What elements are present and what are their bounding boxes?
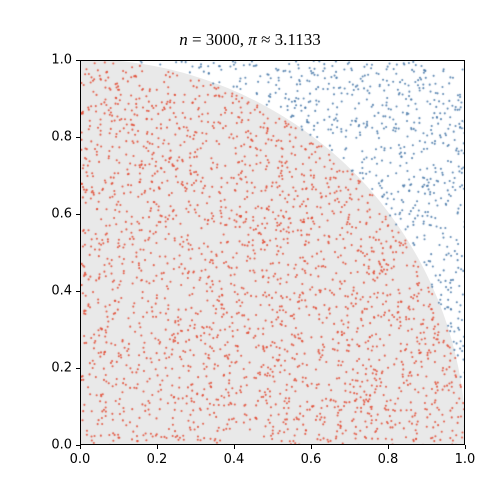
y-tick-mark	[76, 214, 80, 215]
x-tick-mark	[234, 445, 235, 449]
x-tick-label: 0.8	[378, 452, 399, 467]
y-tick-mark	[76, 60, 80, 61]
y-tick-mark	[76, 445, 80, 446]
x-tick-mark	[465, 445, 466, 449]
scatter-points	[81, 61, 465, 445]
title-n-sym: n	[179, 30, 188, 49]
title-pi-sym: π	[248, 30, 257, 49]
y-tick-mark	[76, 137, 80, 138]
x-tick-label: 0.0	[70, 452, 91, 467]
y-tick-label: 0.8	[46, 130, 72, 145]
y-tick-label: 1.0	[46, 53, 72, 68]
x-tick-label: 0.2	[147, 452, 168, 467]
axes-frame	[80, 60, 465, 445]
y-tick-mark	[76, 291, 80, 292]
y-tick-label: 0.6	[46, 207, 72, 222]
x-tick-mark	[80, 445, 81, 449]
x-tick-label: 0.4	[224, 452, 245, 467]
x-tick-mark	[157, 445, 158, 449]
y-tick-mark	[76, 368, 80, 369]
title-n-val: 3000	[206, 30, 240, 49]
x-tick-label: 0.6	[301, 452, 322, 467]
y-tick-label: 0.4	[46, 284, 72, 299]
x-tick-mark	[388, 445, 389, 449]
title-pi-val: 3.1133	[275, 30, 321, 49]
x-tick-mark	[311, 445, 312, 449]
title-eq: =	[188, 30, 206, 49]
x-tick-label: 1.0	[455, 452, 476, 467]
title-approx: ≈	[257, 30, 275, 49]
y-tick-label: 0.0	[46, 438, 72, 453]
monte-carlo-pi-chart: n = 3000, π ≈ 3.1133 0.00.20.40.60.81.0 …	[0, 0, 500, 500]
y-tick-label: 0.2	[46, 361, 72, 376]
chart-title: n = 3000, π ≈ 3.1133	[0, 30, 500, 50]
